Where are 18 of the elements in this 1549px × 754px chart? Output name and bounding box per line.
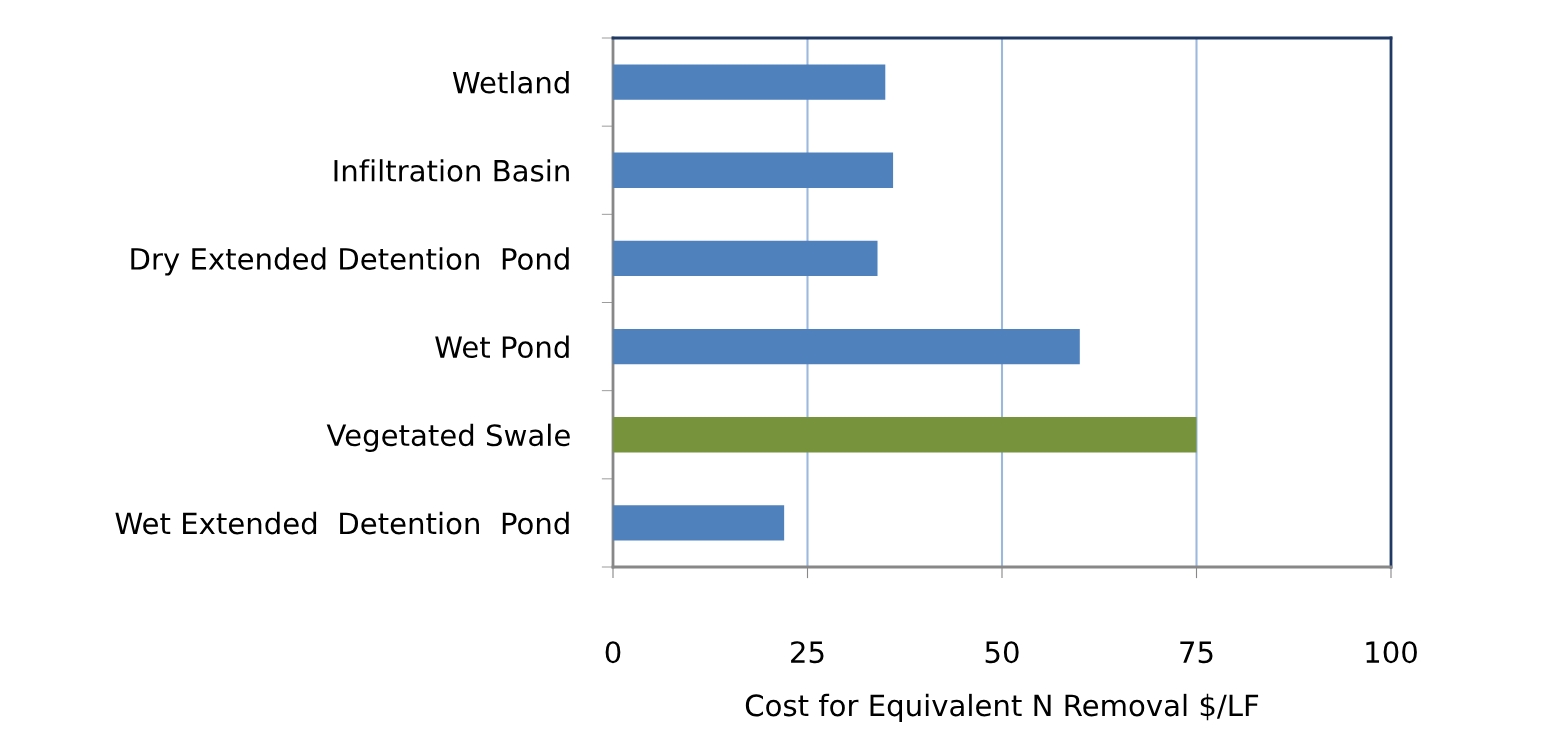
y-tick-label: Infiltration Basin [334,159,569,182]
x-tick-label: 0 [605,641,621,664]
x-tick-label: 75 [1180,641,1213,664]
x-tick-label: 50 [985,641,1019,664]
y-tick-label: Wet Extended Detention Pond [115,511,569,535]
x-tick-label: 25 [791,641,824,664]
x-axis-title: Cost for Equivalent N Removal $/LF [745,693,1259,723]
y-tick-label: Dry Extended Detention Pond [131,247,569,276]
bar [613,152,894,188]
bar [613,328,1080,365]
bar [613,240,878,277]
bar [613,64,886,100]
bar [613,505,785,541]
bar [613,417,1197,453]
y-tick-label: Vegetated Swale [326,423,570,452]
y-tick-label: Wetland [452,71,569,94]
y-tick-label: Wet Pond [435,335,569,359]
x-tick-label: 100 [1366,641,1417,664]
